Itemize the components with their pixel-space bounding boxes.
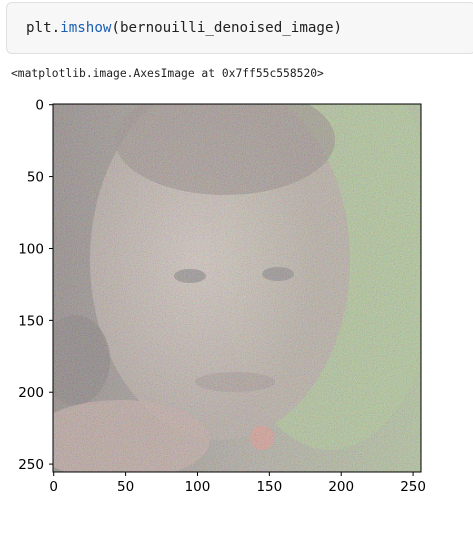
- y-tick-label: 250: [18, 457, 44, 473]
- y-tick-label: 100: [18, 241, 44, 257]
- x-axis: 0 50 100 150 200 250: [49, 472, 426, 495]
- image-pixels: [53, 104, 421, 472]
- code-cell[interactable]: plt.imshow(bernouilli_denoised_image): [6, 2, 473, 54]
- code-line[interactable]: plt.imshow(bernouilli_denoised_image): [26, 20, 342, 36]
- axes-frame: [52, 103, 422, 473]
- x-tick-label: 200: [328, 479, 354, 495]
- cell-output-repr: <matplotlib.image.AxesImage at 0x7ff55c5…: [11, 67, 324, 80]
- x-tick-label: 50: [117, 479, 134, 495]
- code-object: plt.: [26, 20, 61, 36]
- y-axis: 0 50 100 150 200 250: [18, 98, 53, 473]
- x-tick-label: 0: [49, 479, 58, 495]
- x-tick-label: 250: [400, 479, 426, 495]
- x-tick-label: 100: [185, 479, 211, 495]
- y-tick-label: 50: [27, 170, 44, 186]
- y-tick-label: 150: [18, 313, 44, 329]
- y-tick-label: 200: [18, 385, 44, 401]
- y-tick-label: 0: [35, 98, 44, 114]
- code-function-name: imshow: [60, 20, 112, 36]
- code-arguments: (bernouilli_denoised_image): [111, 20, 343, 36]
- x-tick-label: 150: [256, 479, 282, 495]
